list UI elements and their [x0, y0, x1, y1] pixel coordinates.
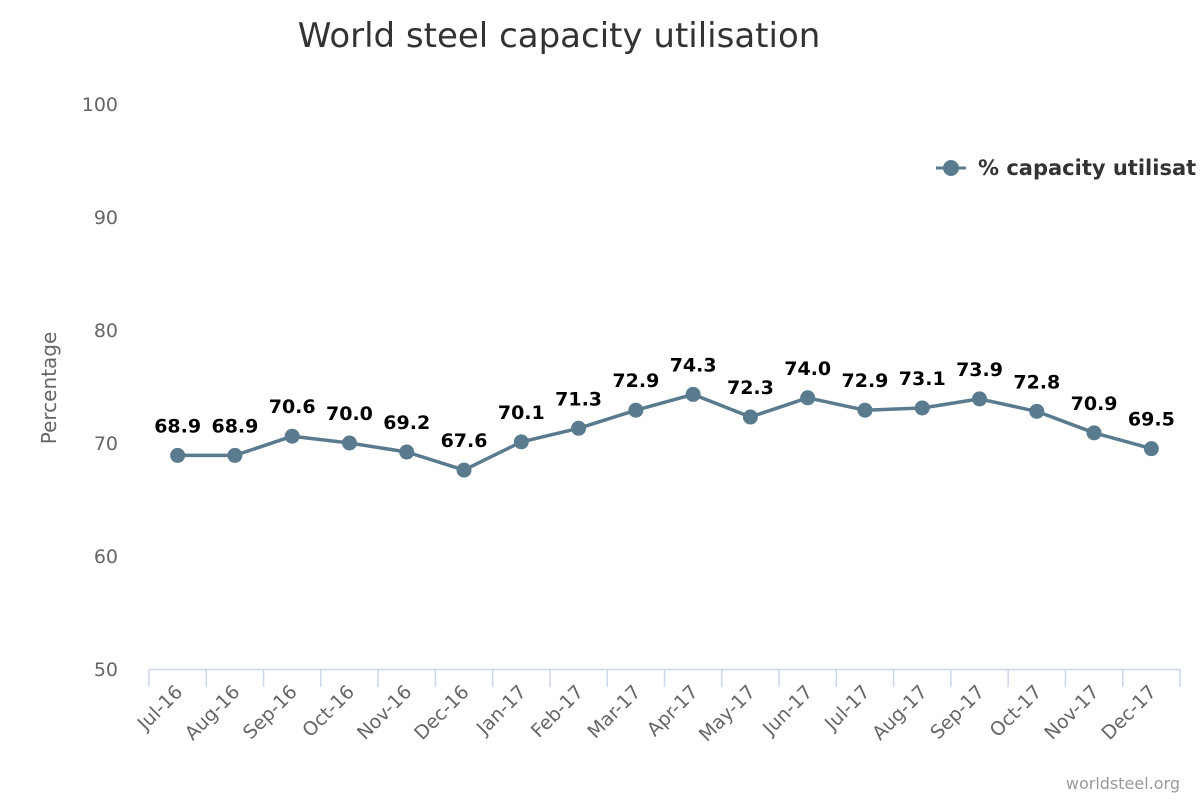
- data-label: 68.9: [154, 415, 201, 437]
- legend-label: % capacity utilisat: [978, 156, 1196, 180]
- data-label: 72.8: [1013, 371, 1060, 393]
- data-label: 73.1: [899, 368, 946, 390]
- data-label: 74.3: [670, 354, 717, 376]
- data-point[interactable]: [399, 444, 415, 460]
- x-tick-label: Apr-17: [643, 681, 703, 741]
- data-label: 72.3: [727, 377, 774, 399]
- data-point[interactable]: [1143, 441, 1159, 457]
- data-point[interactable]: [284, 428, 300, 444]
- data-point[interactable]: [456, 462, 472, 478]
- credit-text[interactable]: worldsteel.org: [1066, 774, 1180, 793]
- x-tick-label: Jun-17: [758, 681, 817, 740]
- data-label: 74.0: [784, 358, 831, 380]
- y-tick-label: 90: [94, 207, 118, 229]
- x-tick-label: May-17: [695, 681, 760, 746]
- data-point[interactable]: [341, 435, 357, 451]
- data-label: 72.9: [842, 370, 889, 392]
- data-label: 70.9: [1071, 393, 1118, 415]
- y-tick-label: 60: [94, 546, 118, 568]
- data-point[interactable]: [857, 402, 873, 418]
- x-tick-label: Oct-17: [986, 681, 1047, 742]
- x-tick-label: Aug-17: [868, 681, 932, 745]
- data-point[interactable]: [1086, 425, 1102, 441]
- y-axis: 50 60 70 80 90 100: [82, 94, 118, 681]
- x-tick-label: Dec-17: [1097, 681, 1161, 745]
- data-point[interactable]: [742, 409, 758, 425]
- y-tick-label: 100: [82, 94, 118, 116]
- x-tick-label: Feb-17: [527, 681, 588, 742]
- x-tick-label: Jul-17: [820, 681, 874, 735]
- data-label: 70.6: [269, 396, 316, 418]
- series-capacity-utilisation: [170, 386, 1159, 478]
- data-label: 71.3: [555, 388, 602, 410]
- data-label: 69.2: [383, 412, 430, 434]
- data-point[interactable]: [513, 434, 529, 450]
- x-tick-label: Oct-16: [298, 681, 359, 742]
- data-point[interactable]: [685, 386, 701, 402]
- y-axis-title: Percentage: [37, 332, 61, 445]
- data-point[interactable]: [227, 447, 243, 463]
- data-label: 72.9: [612, 370, 659, 392]
- data-label: 70.0: [326, 403, 373, 425]
- x-tick-label: Sep-16: [239, 681, 302, 744]
- y-tick-label: 70: [94, 433, 118, 455]
- x-tick-label: Sep-17: [926, 681, 989, 744]
- chart-title: World steel capacity utilisation: [298, 16, 821, 56]
- data-point[interactable]: [571, 420, 587, 436]
- data-point[interactable]: [628, 402, 644, 418]
- data-label: 69.5: [1128, 409, 1175, 431]
- x-tick-label: Jan-17: [472, 681, 531, 740]
- y-tick-label: 50: [94, 659, 118, 681]
- data-label: 70.1: [498, 402, 545, 424]
- legend-marker-icon: [943, 160, 959, 176]
- x-tick-label: Dec-16: [410, 681, 474, 745]
- data-labels: 68.9 68.9 70.6 70.0 69.2 67.6 70.1 71.3 72.9 74.3…: [154, 354, 1175, 452]
- data-label: 73.9: [956, 359, 1003, 381]
- x-tick-label: Mar-17: [583, 681, 645, 743]
- legend[interactable]: % capacity utilisat: [936, 156, 1196, 180]
- x-tick-label: Nov-16: [353, 681, 416, 744]
- series-line: [175, 392, 1154, 472]
- y-tick-label: 80: [94, 320, 118, 342]
- data-point[interactable]: [170, 447, 186, 463]
- data-label: 68.9: [211, 415, 258, 437]
- data-point[interactable]: [972, 391, 988, 407]
- x-tick-label: Jul-16: [133, 681, 187, 735]
- data-label: 67.6: [441, 430, 488, 452]
- data-point[interactable]: [914, 400, 930, 416]
- x-tick-label: Nov-17: [1040, 681, 1103, 744]
- data-point[interactable]: [1029, 403, 1045, 419]
- data-point[interactable]: [800, 390, 816, 406]
- x-tick-label: Aug-16: [181, 681, 245, 745]
